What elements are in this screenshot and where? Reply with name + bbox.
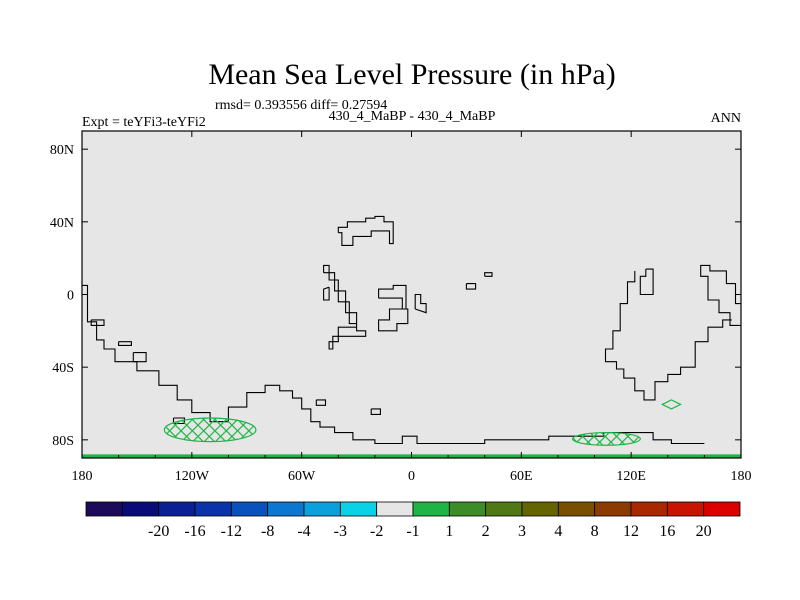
colorbar-swatch [521,501,559,517]
coastline [639,268,654,296]
coastline [323,264,367,350]
right-label: ANN [711,111,741,126]
x-tick-label: 0 [408,469,415,484]
colorbar-swatch [267,501,305,517]
center-label: 430_4_MaBP - 430_4_MaBP [329,109,496,124]
colorbar-label: 3 [518,523,526,540]
x-tick-label: 120E [616,469,646,484]
coastline [323,286,330,301]
colorbar-swatch [85,501,123,517]
coastline [337,215,394,246]
x-tick-label: 60W [288,469,316,484]
colorbar: -20 -16 -12 -8 -4 -3 -2 -1 1 2 3 4 8 12 16 20 [85,501,741,540]
coastline [378,284,409,332]
colorbar-swatch [376,501,414,517]
coastline [700,264,741,326]
colorbar-swatch [194,501,232,517]
colorbar-swatch [303,501,341,517]
colorbar-swatch [485,501,523,517]
colorbar-label: 12 [623,523,639,540]
y-tick-label: 80N [50,143,74,158]
coastline [465,283,477,290]
colorbar-swatch [339,501,378,517]
colorbar-swatch [630,501,668,517]
coastline [484,272,493,277]
colorbar-label: 16 [659,523,675,540]
colorbar-swatch [121,501,160,517]
colorbar-label: 8 [591,523,599,540]
colorbar-label: 1 [445,523,453,540]
colorbar-label: -12 [221,523,242,540]
colorbar-label: 4 [554,523,562,540]
coastline [414,293,427,314]
colorbar-swatch [230,501,269,517]
coastline [82,284,705,445]
y-tick-label: 40S [52,361,74,376]
colorbar-label: -8 [261,523,274,540]
x-tick-label: 120W [175,469,210,484]
colorbar-label: -16 [184,523,205,540]
colorbar-swatch [158,501,196,517]
x-tick-label: 180 [72,469,93,484]
x-tick-label: 180 [731,469,752,484]
colorbar-swatch [666,501,705,517]
coastline [132,352,147,363]
colorbar-swatch [594,501,632,517]
colorbar-swatch [448,501,487,517]
axes-ticks: 180 120W 60W 0 60E 120E 180 80N 40N 0 40S 80S [50,131,752,484]
coastline [90,319,105,326]
colorbar-swatch [412,501,450,517]
colorbar-label: -2 [370,523,383,540]
y-tick-label: 40N [50,216,74,231]
x-tick-label: 60E [510,469,533,484]
positive-anomaly-region [571,431,641,446]
positive-anomaly-region [163,417,257,443]
chart-title: Mean Sea Level Pressure (in hPa) [208,58,615,91]
colorbar-label: 2 [482,523,490,540]
colorbar-swatch [557,501,596,517]
colorbar-swatch [703,501,741,517]
coastlines [82,215,741,445]
positive-anomaly-contour [660,399,682,410]
coastline [118,341,132,346]
y-tick-label: 80S [52,434,74,449]
coastline [315,399,327,406]
colorbar-label: -20 [148,523,169,540]
colorbar-label: -4 [297,523,310,540]
y-tick-label: 0 [67,289,74,304]
coastline [370,408,381,415]
stats-label: rmsd= 0.393556 diff= 0.27594 [215,98,387,113]
left-label: Expt = teYFi3-teYFi2 [82,115,206,130]
colorbar-label: -1 [406,523,419,540]
coastline [604,270,732,401]
colorbar-label: -3 [334,523,347,540]
colorbar-label: 20 [696,523,712,540]
